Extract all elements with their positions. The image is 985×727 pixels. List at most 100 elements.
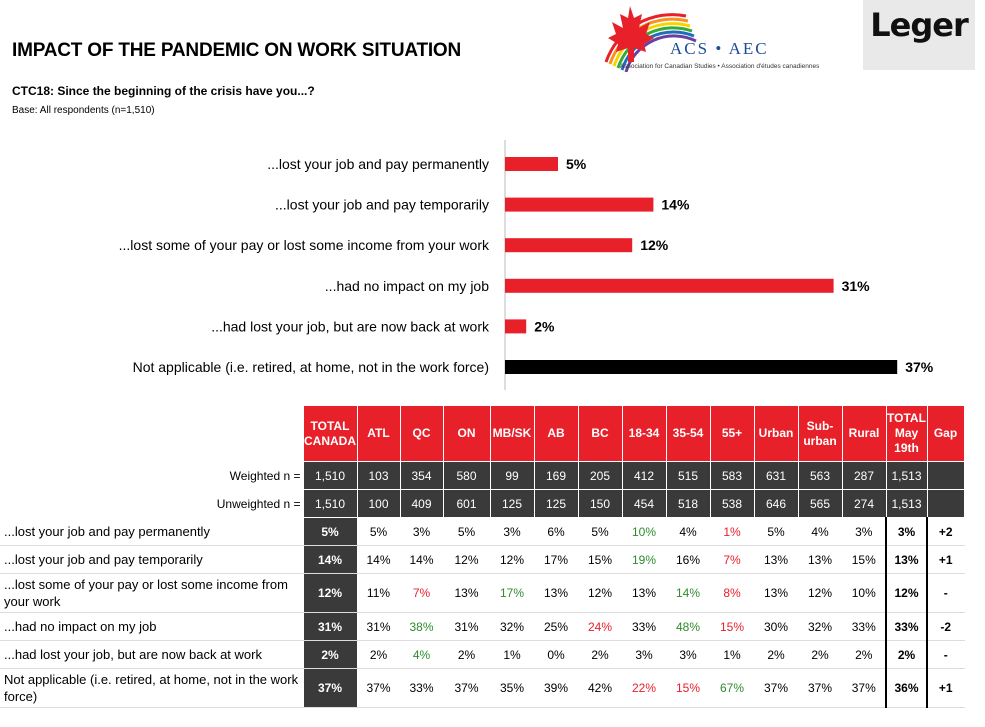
table-cell: 5% bbox=[577, 517, 623, 546]
n-cell: 354 bbox=[399, 461, 444, 490]
row-label: ...had no impact on my job bbox=[0, 612, 303, 641]
table-cell: 12% bbox=[885, 573, 928, 613]
table-cell: 14% bbox=[302, 545, 358, 574]
bar-category-label: ...lost your job and pay permanently bbox=[267, 156, 489, 172]
n-cell: 150 bbox=[577, 489, 623, 518]
n-cell: 169 bbox=[533, 461, 579, 490]
table-cell: 5% bbox=[753, 517, 799, 546]
bar-category-label: ...lost your job and pay temporarily bbox=[275, 197, 489, 213]
table-cell: 16% bbox=[665, 545, 711, 574]
base-text: Base: All respondents (n=1,510) bbox=[12, 105, 155, 116]
table-cell: 14% bbox=[356, 545, 401, 574]
n-cell: 412 bbox=[621, 461, 667, 490]
n-cell: 409 bbox=[399, 489, 444, 518]
weighted-row: Weighted n = 1,510 103 354 580 99 169 205 412 515… bbox=[0, 461, 965, 490]
acs-aec-logo: ACS • AEC Association for Canadian Studi… bbox=[598, 4, 848, 73]
table-row: ...lost your job and pay temporarily 14% 1… bbox=[0, 545, 965, 574]
table-cell: 5% bbox=[302, 517, 358, 546]
table-cell: 33% bbox=[621, 612, 667, 641]
table-cell: 48% bbox=[665, 612, 711, 641]
table-cell: 37% bbox=[442, 668, 491, 708]
table-cell: 12% bbox=[489, 545, 535, 574]
row-label: ...lost your job and pay temporarily bbox=[0, 545, 303, 574]
table-cell: 2% bbox=[442, 640, 491, 669]
table-cell: 3% bbox=[621, 640, 667, 669]
table-cell: 5% bbox=[442, 517, 491, 546]
table-cell: 31% bbox=[442, 612, 491, 641]
table-cell: 36% bbox=[885, 668, 928, 708]
n-cell: 99 bbox=[489, 461, 535, 490]
table-cell: 2% bbox=[577, 640, 623, 669]
table-cell: 31% bbox=[302, 612, 358, 641]
table-cell: 39% bbox=[533, 668, 579, 708]
table-cell: 14% bbox=[399, 545, 444, 574]
bar-value-label: 31% bbox=[842, 278, 871, 294]
bar-value-label: 5% bbox=[566, 156, 587, 172]
table-cell: 12% bbox=[442, 545, 491, 574]
bar-value-label: 14% bbox=[661, 197, 690, 213]
table-cell: 42% bbox=[577, 668, 623, 708]
svg-text:ACS • AEC: ACS • AEC bbox=[670, 39, 769, 58]
bar-value-label: 37% bbox=[905, 359, 934, 375]
column-header: MB/SK bbox=[489, 405, 535, 462]
column-header: TOTAL May 19th bbox=[885, 405, 928, 462]
table-cell: 67% bbox=[709, 668, 755, 708]
table-cell: 33% bbox=[885, 612, 928, 641]
table-cell: - bbox=[926, 573, 965, 613]
maple-leaf-rainbow-icon: ACS • AEC Association for Canadian Studi… bbox=[604, 6, 820, 73]
table-cell: 31% bbox=[356, 612, 401, 641]
table-cell: 32% bbox=[797, 612, 843, 641]
table-cell: 1% bbox=[489, 640, 535, 669]
row-label: Weighted n = bbox=[229, 468, 301, 483]
table-row: ...lost your job and pay permanently 5% 5%… bbox=[0, 517, 965, 546]
table-row: Not applicable (i.e. retired, at home, n… bbox=[0, 668, 965, 708]
column-header: Urban bbox=[753, 405, 799, 462]
table-cell: 13% bbox=[533, 573, 579, 613]
table-cell: 13% bbox=[621, 573, 667, 613]
table-cell: - bbox=[926, 640, 965, 669]
table-cell: 10% bbox=[841, 573, 887, 613]
table-cell: 3% bbox=[399, 517, 444, 546]
table-cell: 12% bbox=[302, 573, 358, 613]
table-cell: 13% bbox=[442, 573, 491, 613]
table-cell: 1% bbox=[709, 517, 755, 546]
bar-chart: ...lost your job and pay permanently 5%..… bbox=[119, 140, 934, 390]
row-label: ...lost your job and pay permanently bbox=[0, 517, 303, 546]
column-header: 55+ bbox=[709, 405, 755, 462]
table-cell: 24% bbox=[577, 612, 623, 641]
n-cell: 454 bbox=[621, 489, 667, 518]
table-cell: +1 bbox=[926, 545, 965, 574]
table-cell: 17% bbox=[489, 573, 535, 613]
bar-category-label: Not applicable (i.e. retired, at home, n… bbox=[133, 359, 489, 375]
table-cell: 11% bbox=[356, 573, 401, 613]
unweighted-row: Unweighted n = 1,510 100 409 601 125 125 150 454… bbox=[0, 489, 965, 518]
row-label: Unweighted n = bbox=[216, 496, 301, 511]
table-cell: 37% bbox=[841, 668, 887, 708]
table-cell: 2% bbox=[753, 640, 799, 669]
table-cell: 2% bbox=[797, 640, 843, 669]
table-cell: 10% bbox=[621, 517, 667, 546]
bar-category-label: ...lost some of your pay or lost some in… bbox=[119, 237, 490, 253]
bar bbox=[505, 319, 527, 334]
n-cell: 646 bbox=[753, 489, 799, 518]
table-cell: 13% bbox=[797, 545, 843, 574]
bar-category-label: ...had no impact on my job bbox=[325, 278, 489, 294]
n-cell: 125 bbox=[533, 489, 579, 518]
results-table: TOTAL CANADA ATL QC ON MB/SK AB BC 18-34 35-54 55… bbox=[0, 405, 965, 708]
table-cell: +2 bbox=[926, 517, 965, 546]
column-header: AB bbox=[533, 405, 579, 462]
table-cell: 7% bbox=[399, 573, 444, 613]
n-cell: 1,513 bbox=[885, 489, 928, 518]
table-cell: 5% bbox=[356, 517, 401, 546]
table-cell: 13% bbox=[753, 545, 799, 574]
n-cell bbox=[926, 461, 965, 490]
bar-value-label: 12% bbox=[640, 237, 669, 253]
table-row: ...lost some of your pay or lost some in… bbox=[0, 573, 965, 613]
column-header: ON bbox=[442, 405, 491, 462]
column-header: ATL bbox=[356, 405, 401, 462]
table-cell: 2% bbox=[841, 640, 887, 669]
n-cell: 583 bbox=[709, 461, 755, 490]
table-cell: 25% bbox=[533, 612, 579, 641]
table-cell: 3% bbox=[665, 640, 711, 669]
table-cell: 22% bbox=[621, 668, 667, 708]
